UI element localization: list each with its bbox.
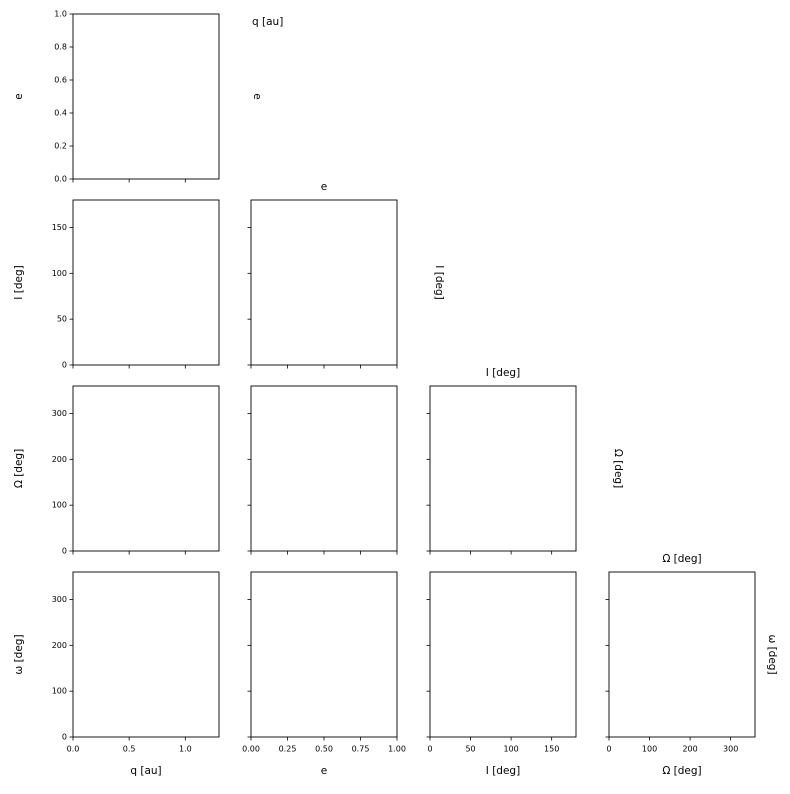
- panel: [250, 199, 398, 366]
- diagonal-label: I [deg]: [486, 367, 520, 379]
- y-tick-label: 100: [52, 269, 67, 278]
- y-tick-label: 0.6: [54, 76, 67, 85]
- x-tick-label: 0.25: [279, 745, 297, 754]
- y-tick-label: 0.2: [54, 142, 67, 151]
- x-axis-label: e: [321, 765, 327, 777]
- y-tick-label: 300: [52, 409, 67, 418]
- x-tick-label: 100: [503, 745, 518, 754]
- diagonal-label: e: [251, 93, 263, 99]
- diagonal-label: Ω [deg]: [662, 553, 701, 565]
- diagonal-label: e: [321, 181, 327, 193]
- y-tick-label: 0.4: [54, 109, 67, 118]
- panel: [250, 385, 398, 552]
- y-tick-label: 0.8: [54, 43, 67, 52]
- x-tick-label: 1.00: [388, 745, 406, 754]
- x-tick-label: 150: [544, 745, 559, 754]
- y-tick-label: 0: [62, 547, 67, 556]
- panel: [72, 385, 220, 552]
- x-tick-label: 200: [682, 745, 697, 754]
- y-axis-label: Ω [deg]: [13, 449, 25, 488]
- x-tick-label: 0: [606, 745, 611, 754]
- x-axis-label: I [deg]: [486, 765, 520, 777]
- diagonal-label: q [au]: [252, 16, 283, 28]
- x-tick-label: 0.50: [315, 745, 333, 754]
- x-tick-label: 0.75: [352, 745, 370, 754]
- diagonal-label: ω [deg]: [766, 634, 778, 674]
- panel: [250, 571, 398, 738]
- y-tick-label: 200: [52, 641, 67, 650]
- x-tick-label: 100: [642, 745, 657, 754]
- x-tick-label: 300: [723, 745, 738, 754]
- y-tick-label: 0: [62, 361, 67, 370]
- x-tick-label: 0.5: [123, 745, 136, 754]
- y-tick-label: 300: [52, 595, 67, 604]
- diagonal-label: Ω [deg]: [612, 449, 624, 488]
- y-axis-label: ω [deg]: [13, 634, 25, 674]
- y-tick-label: 200: [52, 455, 67, 464]
- panel: [429, 385, 577, 552]
- diagonal-label: I [deg]: [433, 265, 445, 299]
- x-tick-label: 0.00: [242, 745, 260, 754]
- y-tick-label: 1.0: [54, 10, 67, 19]
- panel: [72, 571, 220, 738]
- y-axis-label: e: [13, 93, 25, 99]
- panel: [72, 13, 220, 180]
- x-tick-label: 0.0: [67, 745, 80, 754]
- y-axis-label: I [deg]: [13, 265, 25, 299]
- x-tick-label: 0: [427, 745, 432, 754]
- x-axis-label: Ω [deg]: [662, 765, 701, 777]
- panel: [72, 199, 220, 366]
- y-tick-label: 100: [52, 501, 67, 510]
- y-tick-label: 100: [52, 687, 67, 696]
- y-tick-label: 0.0: [54, 175, 67, 184]
- x-tick-label: 50: [465, 745, 475, 754]
- x-axis-label: q [au]: [130, 765, 161, 777]
- panel: [608, 571, 756, 738]
- y-tick-label: 150: [52, 223, 67, 232]
- y-tick-label: 0: [62, 733, 67, 742]
- y-tick-label: 50: [57, 315, 67, 324]
- x-tick-label: 1.0: [179, 745, 192, 754]
- panel: [429, 571, 577, 738]
